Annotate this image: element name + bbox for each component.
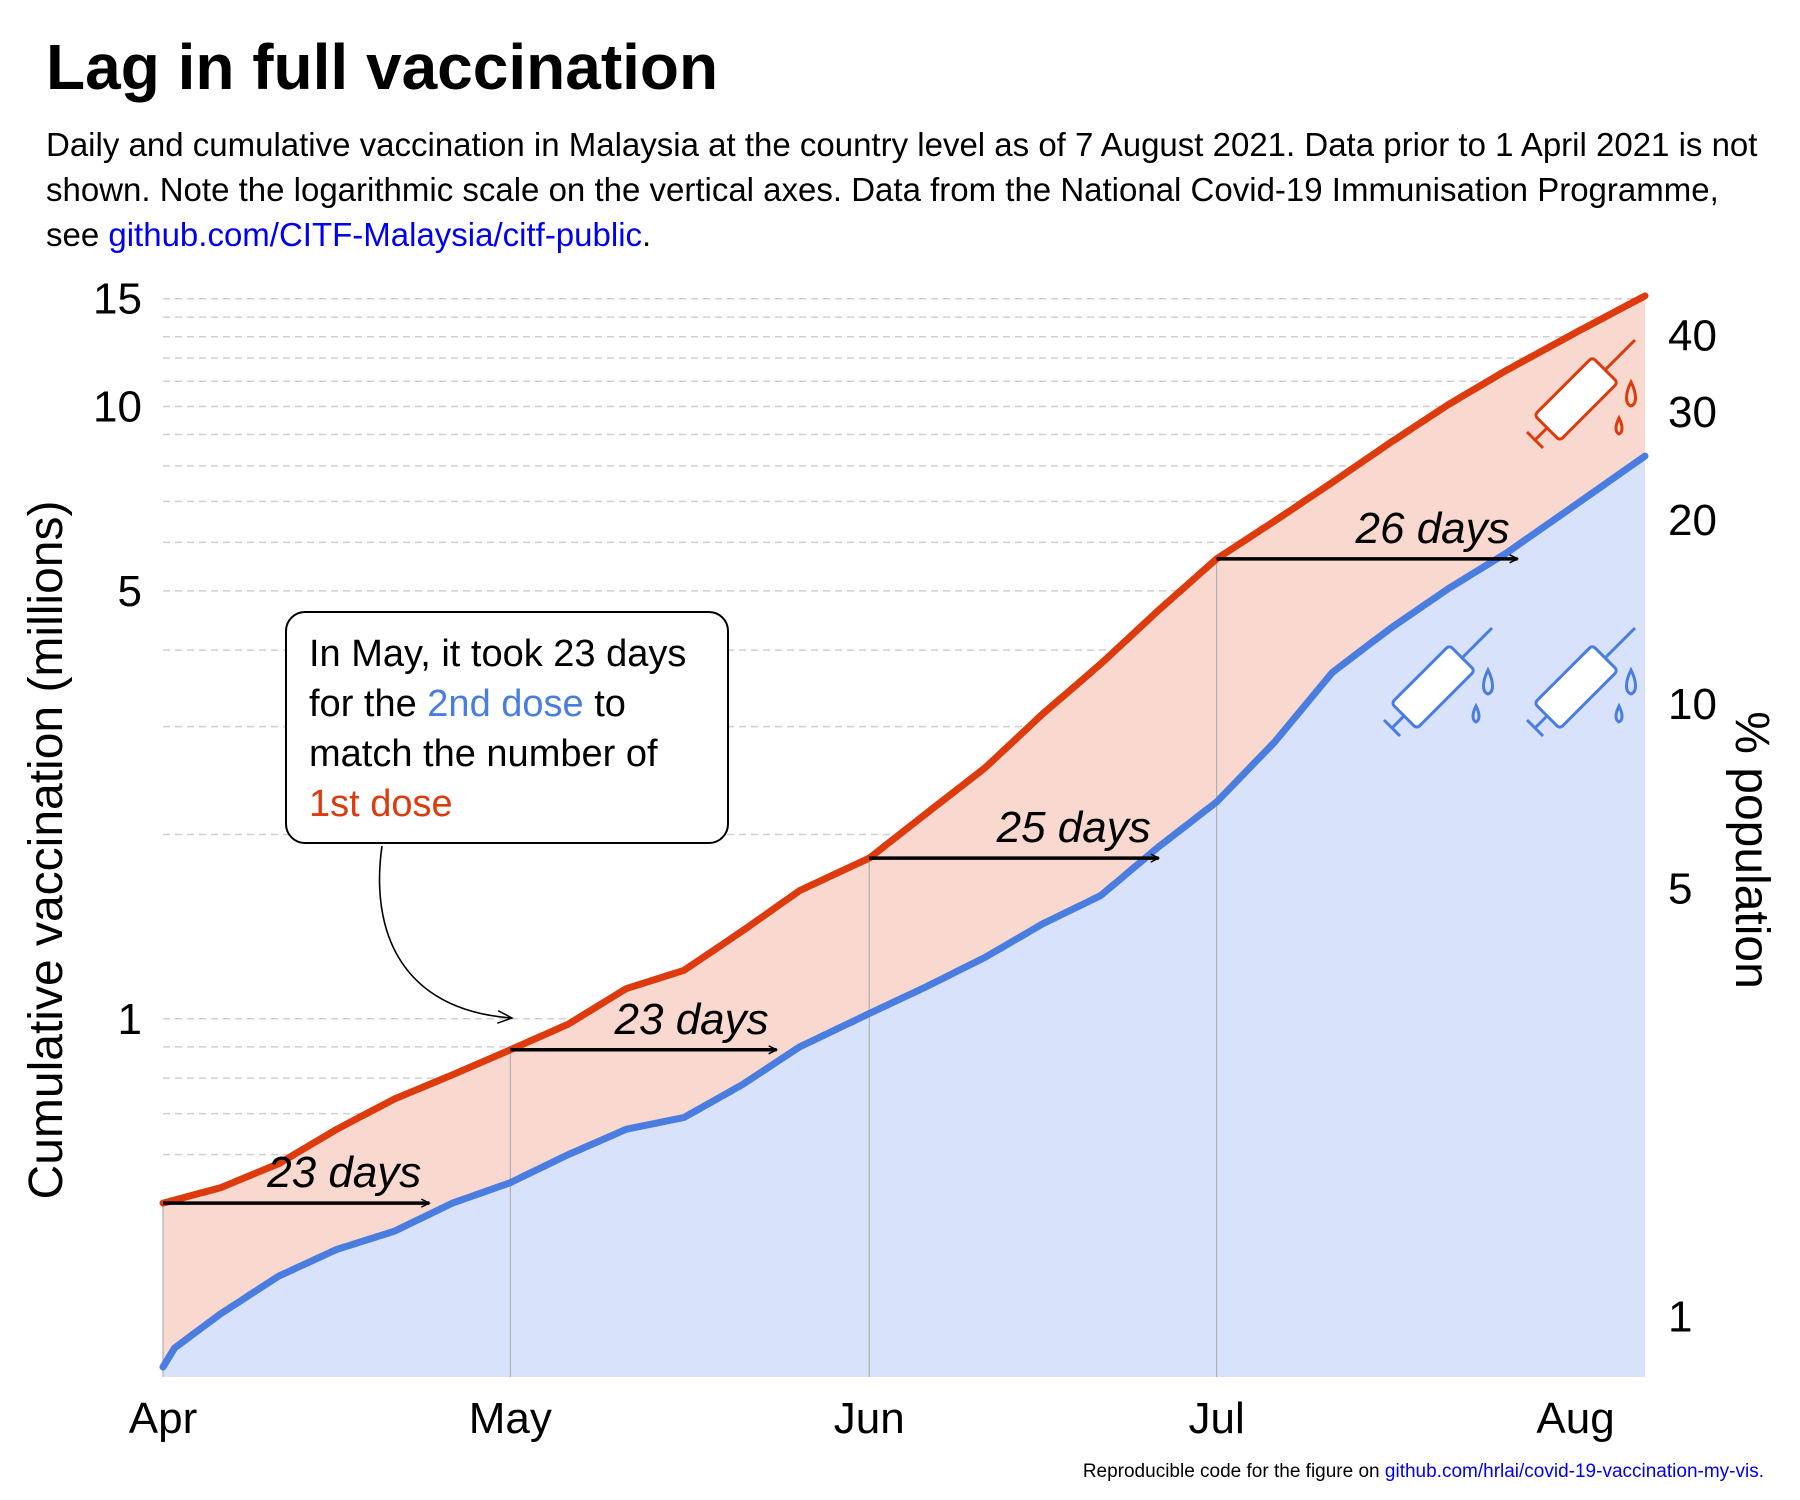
code-link[interactable]: github.com/hrlai/covid-19-vaccination-my… xyxy=(1384,1461,1764,1482)
y-tick-label: 15 xyxy=(93,275,142,324)
subtitle-end: . xyxy=(642,216,652,253)
lag-label: 23 days xyxy=(614,995,769,1044)
subtitle-text: Daily and cumulative vaccination in Mala… xyxy=(46,126,1758,253)
x-tick-label: Jun xyxy=(834,1394,905,1443)
callout-box: In May, it took 23 days for the 2nd dose… xyxy=(285,611,729,844)
source-link[interactable]: github.com/CITF-Malaysia/citf-public xyxy=(108,216,643,253)
lag-label: 23 days xyxy=(266,1148,421,1197)
y-right-tick-label: 40 xyxy=(1668,311,1717,360)
y-right-tick-label: 20 xyxy=(1668,496,1717,545)
lag-annotations: 23 days 23 days 25 days 26 days xyxy=(163,504,1518,1203)
x-tick-label: Jul xyxy=(1188,1394,1244,1443)
series-line-dose1 xyxy=(159,292,1649,1207)
chart-title: Lag in full vaccination xyxy=(46,31,719,103)
x-tick-label: May xyxy=(469,1394,552,1443)
y-axis-right: 1 5 10 20 30 40 xyxy=(1668,311,1717,1341)
y-axis-label: Cumulative vaccination (millions) xyxy=(20,501,73,1200)
callout-dose2: 2nd dose xyxy=(427,683,584,725)
y-right-tick-label: 30 xyxy=(1668,388,1717,437)
callout-dose1: 1st dose xyxy=(309,783,453,825)
footer-text: Reproducible code for the figure on xyxy=(1082,1461,1385,1482)
series-lines xyxy=(159,292,1649,1371)
callout-text-1: In May, it took 23 days for the xyxy=(309,633,687,725)
lag-label: 26 days xyxy=(1355,504,1510,553)
callout-text-2: to match the number of xyxy=(309,683,658,775)
y-right-tick-label: 1 xyxy=(1668,1292,1692,1341)
lag-label: 25 days xyxy=(996,803,1151,852)
x-axis: Apr May Jun Jul Aug xyxy=(129,1394,1615,1443)
y-right-tick-label: 5 xyxy=(1668,864,1692,913)
y-tick-label: 5 xyxy=(118,567,142,616)
y-right-tick-label: 10 xyxy=(1668,680,1717,729)
area-fills xyxy=(163,295,1645,1378)
footer: Reproducible code for the figure on gith… xyxy=(1083,1461,1764,1483)
area-dose2 xyxy=(163,456,1645,1378)
y-axis-right-label: % population xyxy=(1725,711,1778,989)
x-tick-label: Apr xyxy=(129,1394,197,1443)
callout-pointer xyxy=(378,845,514,1024)
y-tick-label: 10 xyxy=(93,383,142,432)
chart-subtitle: Daily and cumulative vaccination in Mala… xyxy=(46,122,1766,257)
x-tick-label: Aug xyxy=(1536,1394,1614,1443)
month-lines xyxy=(162,558,1218,1377)
y-tick-label: 1 xyxy=(118,995,142,1044)
series-line-dose2 xyxy=(159,452,1649,1371)
